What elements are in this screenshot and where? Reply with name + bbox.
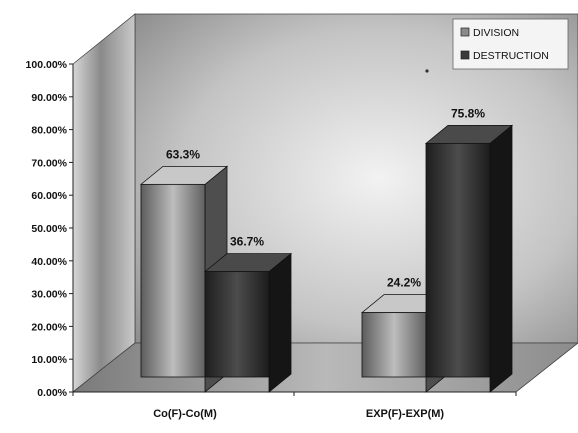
- y-axis-ticks: 0.00% 10.00% 20.00% 30.00% 40.00% 50.00% 60.00…: [26, 59, 73, 399]
- y-tick-label: 60.00%: [31, 190, 67, 202]
- category-labels: Co(F)-Co(M) EXP(F)-EXP(M): [153, 408, 444, 420]
- data-label-division-0: 63.3%: [166, 147, 200, 161]
- y-tick-label: 100.00%: [26, 59, 68, 71]
- data-label-destruction-0: 36.7%: [230, 235, 264, 249]
- legend-box: [452, 18, 569, 70]
- legend-swatch-destruction: [460, 50, 470, 60]
- y-tick-label: 0.00%: [37, 387, 67, 399]
- y-tick-label: 90.00%: [31, 92, 67, 104]
- legend-swatch-division: [460, 27, 470, 37]
- data-label-destruction-1: 75.8%: [451, 106, 485, 120]
- y-tick-label: 20.00%: [31, 321, 67, 333]
- bar-destruction-0: [203, 252, 293, 393]
- bar-front: [361, 312, 427, 378]
- bar-front: [140, 183, 206, 378]
- bar-side: [268, 252, 292, 393]
- legend-label-division: DIVISION: [473, 27, 519, 39]
- data-labels: 63.3% 36.7% 24.2% 75.8%: [166, 106, 485, 289]
- y-tick-label: 50.00%: [31, 223, 67, 235]
- x-axis-ticks: [72, 392, 517, 396]
- y-tick-label: 40.00%: [31, 256, 67, 268]
- legend: DIVISION DESTRUCTION: [452, 18, 569, 70]
- bar-front: [425, 142, 491, 378]
- y-tick-label: 80.00%: [31, 125, 67, 137]
- y-tick-label: 30.00%: [31, 289, 67, 301]
- bar-front: [204, 271, 270, 378]
- category-label-1: EXP(F)-EXP(M): [366, 408, 445, 420]
- stray-dot: [425, 69, 429, 73]
- y-tick-label: 10.00%: [31, 354, 67, 366]
- bars: [139, 124, 514, 393]
- bar-side: [489, 124, 513, 393]
- y-tick-label: 70.00%: [31, 157, 67, 169]
- bar-destruction-1: [424, 124, 514, 393]
- legend-label-destruction: DESTRUCTION: [473, 50, 549, 62]
- category-label-0: Co(F)-Co(M): [153, 408, 217, 420]
- data-label-division-1: 24.2%: [387, 276, 421, 290]
- side-wall: [72, 13, 136, 393]
